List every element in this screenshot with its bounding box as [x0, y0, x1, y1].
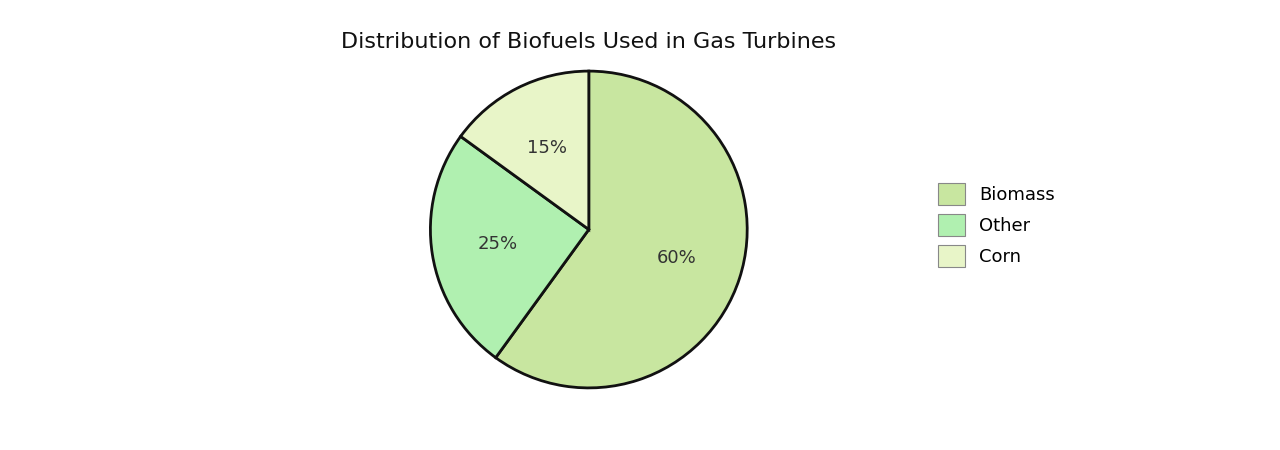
Wedge shape: [495, 71, 748, 388]
Legend: Biomass, Other, Corn: Biomass, Other, Corn: [931, 176, 1062, 274]
Text: Distribution of Biofuels Used in Gas Turbines: Distribution of Biofuels Used in Gas Tur…: [342, 32, 836, 51]
Wedge shape: [461, 71, 589, 229]
Text: 15%: 15%: [527, 139, 567, 157]
Text: 60%: 60%: [657, 249, 696, 267]
Wedge shape: [430, 136, 589, 358]
Text: 25%: 25%: [477, 235, 518, 253]
